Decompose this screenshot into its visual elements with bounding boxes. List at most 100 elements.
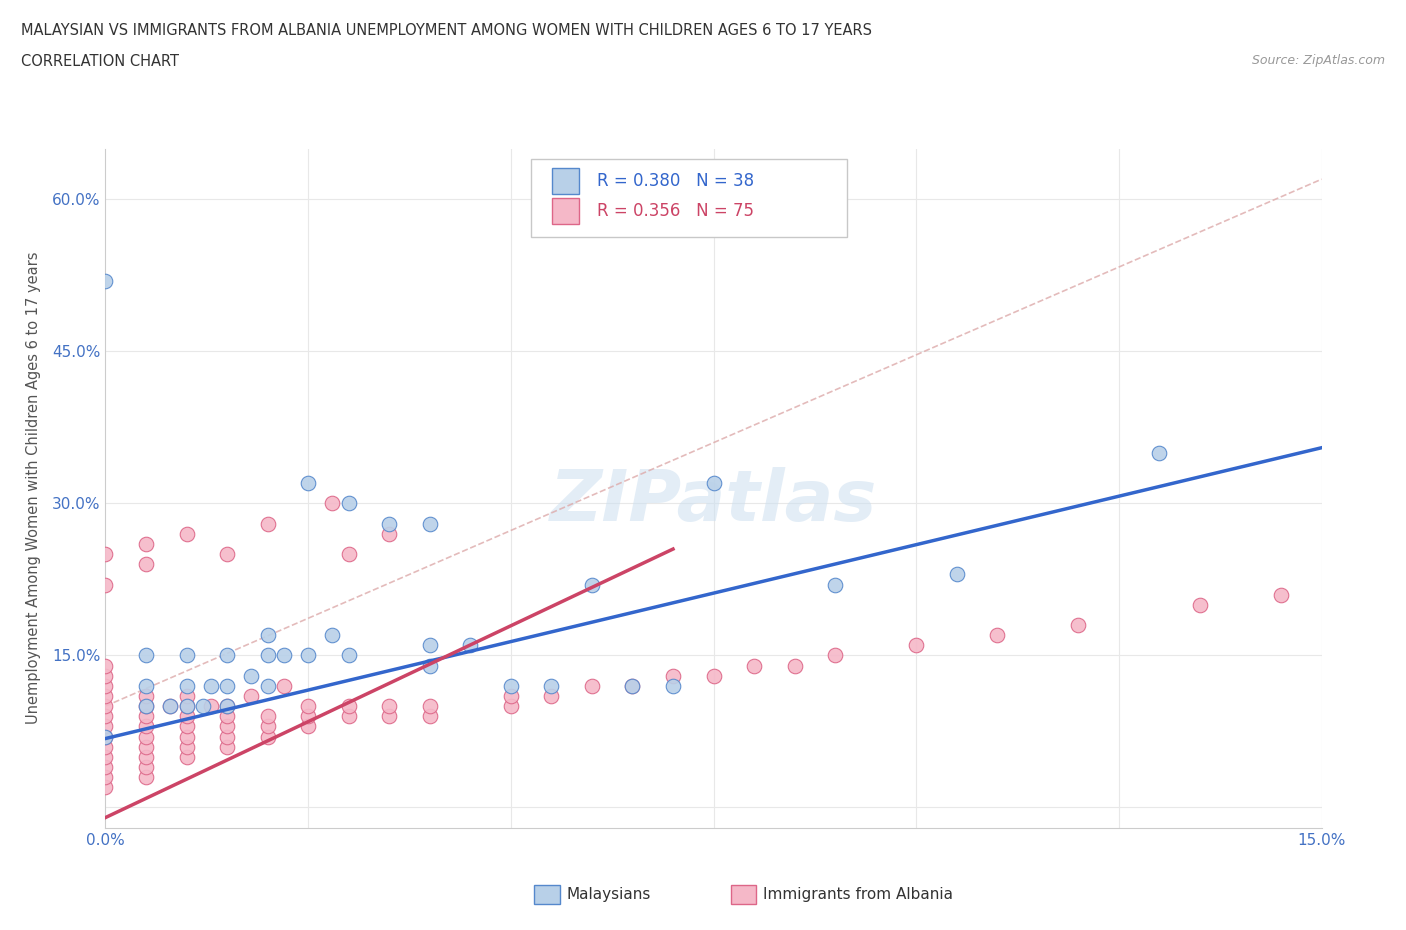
Point — [94, 688, 117, 703]
Point — [94, 273, 117, 288]
Point — [159, 698, 181, 713]
Point — [94, 760, 117, 775]
Point — [217, 709, 239, 724]
Point — [176, 750, 198, 764]
Point — [94, 779, 117, 794]
Point — [217, 678, 239, 693]
Point — [273, 678, 295, 693]
Point — [217, 698, 239, 713]
Point — [240, 669, 263, 684]
Bar — [551, 168, 578, 194]
Point — [176, 739, 198, 754]
Point — [176, 709, 198, 724]
Point — [378, 698, 401, 713]
Point — [256, 719, 278, 734]
Point — [499, 698, 522, 713]
Point — [621, 678, 644, 693]
Point — [217, 648, 239, 663]
Point — [905, 638, 928, 653]
Text: Malaysians: Malaysians — [567, 887, 651, 902]
Point — [581, 678, 603, 693]
Point — [499, 678, 522, 693]
Point — [94, 770, 117, 785]
Text: ZIPatlas: ZIPatlas — [550, 468, 877, 537]
Point — [176, 698, 198, 713]
Point — [945, 567, 967, 582]
Point — [94, 678, 117, 693]
Point — [94, 739, 117, 754]
Point — [273, 648, 295, 663]
Point — [217, 739, 239, 754]
Text: R = 0.380   N = 38: R = 0.380 N = 38 — [596, 172, 754, 191]
Point — [135, 739, 157, 754]
Point — [419, 638, 441, 653]
Point — [217, 698, 239, 713]
Point — [1270, 587, 1292, 602]
Point — [94, 578, 117, 592]
Point — [256, 516, 278, 531]
Point — [176, 678, 198, 693]
Point — [824, 578, 846, 592]
Point — [1149, 445, 1171, 460]
Point — [135, 729, 157, 744]
Point — [378, 516, 401, 531]
Point — [135, 678, 157, 693]
Point — [94, 729, 117, 744]
Text: CORRELATION CHART: CORRELATION CHART — [21, 54, 179, 69]
Y-axis label: Unemployment Among Women with Children Ages 6 to 17 years: Unemployment Among Women with Children A… — [25, 252, 41, 724]
Point — [297, 648, 319, 663]
Point — [297, 698, 319, 713]
Point — [702, 669, 725, 684]
Point — [256, 709, 278, 724]
Point — [419, 698, 441, 713]
Point — [94, 669, 117, 684]
Point — [176, 648, 198, 663]
Point — [135, 750, 157, 764]
Point — [337, 547, 360, 562]
Point — [321, 496, 343, 511]
Point — [662, 669, 685, 684]
Point — [94, 547, 117, 562]
Point — [217, 729, 239, 744]
Point — [321, 628, 343, 643]
Point — [135, 537, 157, 551]
Point — [540, 678, 562, 693]
Point — [200, 698, 222, 713]
FancyBboxPatch shape — [531, 159, 848, 237]
Point — [94, 658, 117, 673]
Point — [1067, 618, 1090, 632]
Point — [702, 476, 725, 491]
Point — [159, 698, 181, 713]
Point — [94, 729, 117, 744]
Point — [419, 709, 441, 724]
Point — [94, 698, 117, 713]
Point — [419, 658, 441, 673]
Point — [200, 678, 222, 693]
Point — [337, 698, 360, 713]
Point — [176, 698, 198, 713]
Point — [217, 547, 239, 562]
Point — [337, 648, 360, 663]
Point — [135, 698, 157, 713]
Point — [297, 719, 319, 734]
Point — [581, 578, 603, 592]
Point — [135, 557, 157, 572]
Point — [297, 709, 319, 724]
Text: R = 0.356   N = 75: R = 0.356 N = 75 — [596, 202, 754, 220]
Point — [824, 648, 846, 663]
Text: MALAYSIAN VS IMMIGRANTS FROM ALBANIA UNEMPLOYMENT AMONG WOMEN WITH CHILDREN AGES: MALAYSIAN VS IMMIGRANTS FROM ALBANIA UNE… — [21, 23, 872, 38]
Point — [540, 688, 562, 703]
Bar — [551, 198, 578, 224]
Point — [662, 678, 685, 693]
Point — [217, 719, 239, 734]
Point — [176, 719, 198, 734]
Point — [94, 750, 117, 764]
Point — [742, 658, 765, 673]
Point — [337, 496, 360, 511]
Text: Immigrants from Albania: Immigrants from Albania — [763, 887, 953, 902]
Point — [176, 729, 198, 744]
Point — [191, 698, 214, 713]
Point — [135, 709, 157, 724]
Point — [337, 709, 360, 724]
Point — [378, 526, 401, 541]
